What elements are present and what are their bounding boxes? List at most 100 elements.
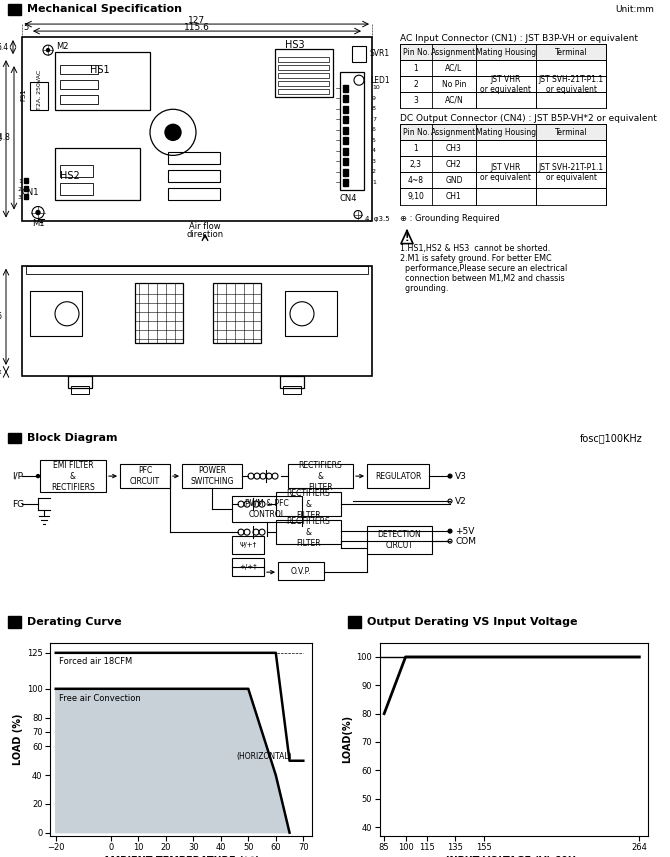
Circle shape <box>46 49 50 51</box>
Bar <box>400 141 606 156</box>
Text: JST SVH-21T-P1.1
or equivalent: JST SVH-21T-P1.1 or equivalent <box>539 75 604 94</box>
Bar <box>60 183 93 195</box>
Text: 1: 1 <box>413 144 418 153</box>
Text: 2,3: 2,3 <box>410 160 422 169</box>
Bar <box>60 95 98 105</box>
Circle shape <box>36 475 40 477</box>
Text: 3: 3 <box>413 96 419 105</box>
Text: CH3: CH3 <box>446 144 462 153</box>
Bar <box>8 4 21 15</box>
Bar <box>24 178 28 183</box>
Text: Ψ/+†: Ψ/+† <box>239 542 257 548</box>
Text: 5: 5 <box>372 138 376 143</box>
Text: CH2: CH2 <box>446 160 462 169</box>
Circle shape <box>36 211 40 214</box>
Text: 1: 1 <box>18 179 22 184</box>
Bar <box>288 464 353 488</box>
Text: REGULATOR: REGULATOR <box>375 471 421 481</box>
Text: I/P: I/P <box>12 471 23 481</box>
Text: Forced air 18CFM: Forced air 18CFM <box>58 657 132 666</box>
Text: AC/N: AC/N <box>445 96 464 105</box>
Text: 64.8: 64.8 <box>0 134 10 142</box>
Text: direction: direction <box>186 230 224 239</box>
Text: 76.2: 76.2 <box>0 135 2 143</box>
Circle shape <box>448 474 452 478</box>
Text: 3: 3 <box>372 159 376 164</box>
Text: +/+†: +/+† <box>239 564 257 570</box>
Bar <box>22 266 372 376</box>
Text: 115.6: 115.6 <box>184 22 210 32</box>
Bar <box>278 89 329 94</box>
Bar <box>343 85 348 92</box>
Text: performance,Please secure an electrical: performance,Please secure an electrical <box>400 264 567 273</box>
Text: V3: V3 <box>455 471 467 481</box>
Text: connection between M1,M2 and chassis: connection between M1,M2 and chassis <box>400 274 565 283</box>
Bar <box>343 169 348 176</box>
Bar <box>8 433 21 443</box>
Text: Assignment: Assignment <box>431 48 476 57</box>
Text: POWER
SWITCHING: POWER SWITCHING <box>190 466 234 486</box>
Bar <box>278 81 329 87</box>
Text: 9: 9 <box>372 96 376 101</box>
Bar <box>348 616 361 628</box>
Text: No Pin: No Pin <box>442 80 466 89</box>
Text: fosc：100KHz: fosc：100KHz <box>580 433 643 443</box>
Text: COM: COM <box>455 536 476 546</box>
Bar <box>278 562 324 580</box>
Text: GND: GND <box>446 176 463 185</box>
Bar <box>278 65 329 70</box>
Text: !: ! <box>405 232 409 243</box>
Text: PFC
CIRCUIT: PFC CIRCUIT <box>130 466 160 486</box>
Text: LED1: LED1 <box>370 75 390 85</box>
Bar <box>30 82 48 111</box>
Text: FG: FG <box>12 500 24 508</box>
Bar <box>60 165 93 177</box>
Text: JST SVH-21T-P1.1
or equivalent: JST SVH-21T-P1.1 or equivalent <box>539 163 604 183</box>
Bar <box>168 171 220 183</box>
Bar <box>400 172 606 189</box>
Bar <box>168 189 220 201</box>
Text: ⊕ : Grounding Required: ⊕ : Grounding Required <box>400 214 500 223</box>
Text: AC Input Connector (CN1) : JST B3P-VH or equivalent: AC Input Connector (CN1) : JST B3P-VH or… <box>400 33 638 43</box>
Bar <box>285 291 337 336</box>
Polygon shape <box>56 689 289 833</box>
Text: 4, φ3.5: 4, φ3.5 <box>365 216 390 222</box>
Bar <box>55 148 140 201</box>
Text: HS3: HS3 <box>285 40 305 50</box>
Text: 7: 7 <box>372 117 376 122</box>
Bar <box>22 37 372 220</box>
Bar <box>60 65 98 75</box>
Text: Derating Curve: Derating Curve <box>27 617 122 627</box>
Bar <box>400 44 606 60</box>
Text: T2A, 250VAC: T2A, 250VAC <box>36 70 42 111</box>
Bar <box>213 283 261 343</box>
Text: Unit:mm: Unit:mm <box>615 4 654 14</box>
Text: Mating Housing: Mating Housing <box>476 128 536 137</box>
Text: AC/L: AC/L <box>446 63 462 73</box>
Bar <box>343 159 348 165</box>
Text: 127: 127 <box>188 15 206 25</box>
Bar <box>232 558 264 576</box>
Bar <box>24 195 28 200</box>
Bar <box>343 95 348 102</box>
Text: CN1: CN1 <box>21 188 39 197</box>
Text: SVR1: SVR1 <box>370 49 390 57</box>
Text: EMI FILTER
&
RECTIFIERS: EMI FILTER & RECTIFIERS <box>51 460 95 492</box>
Text: Pin No.: Pin No. <box>403 128 429 137</box>
Bar <box>55 52 150 111</box>
Text: 1: 1 <box>372 180 376 185</box>
Text: 2: 2 <box>18 187 22 192</box>
Text: Pin No.: Pin No. <box>403 48 429 57</box>
Bar <box>168 153 220 165</box>
Bar <box>60 81 98 89</box>
Text: 10: 10 <box>372 85 380 90</box>
Bar <box>232 496 302 522</box>
Text: Free air Convection: Free air Convection <box>58 694 140 704</box>
Bar <box>400 189 606 205</box>
Text: 8: 8 <box>372 106 376 111</box>
Bar <box>367 526 432 554</box>
Text: JST VHR
or equivalent: JST VHR or equivalent <box>480 163 531 183</box>
Text: RECTIFIERS
&
FILTER: RECTIFIERS & FILTER <box>287 517 330 548</box>
Text: HS2: HS2 <box>60 171 80 182</box>
Bar <box>276 492 341 516</box>
